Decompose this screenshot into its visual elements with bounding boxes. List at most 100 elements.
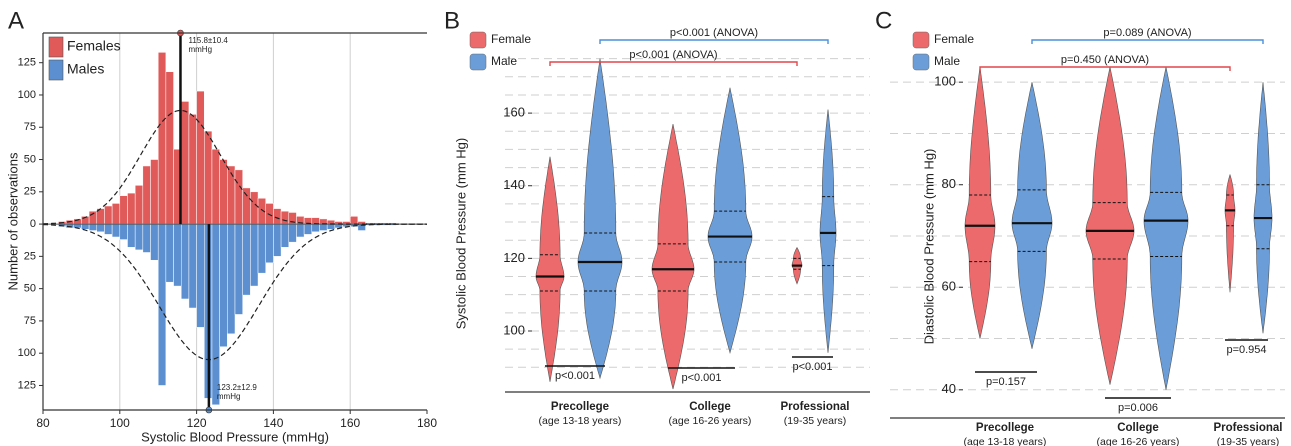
histogram-bar <box>111 203 121 225</box>
x-tick-label: 100 <box>110 416 130 430</box>
panel-letter: B <box>444 7 460 34</box>
violin-body <box>819 109 837 353</box>
histogram-bar <box>265 223 274 264</box>
anova-label: p<0.001 (ANOVA) <box>670 27 758 39</box>
y-tick-label: 75 <box>24 121 36 133</box>
y-axis-title: Systolic Blood Pressure (mm Hg) <box>453 138 468 329</box>
histogram-bar <box>273 223 282 257</box>
histogram-bar <box>227 165 236 225</box>
y-axis-title: Diastolic Blood Pressure (mm Hg) <box>921 149 936 345</box>
panel-letter: C <box>875 7 892 34</box>
histogram-bar <box>319 223 328 231</box>
category-note: (age 16-26 years) <box>669 415 752 427</box>
violin-body <box>651 123 695 390</box>
violin-body <box>1011 82 1053 349</box>
x-tick-label: 160 <box>340 416 360 430</box>
legend-swatch <box>48 36 64 58</box>
histogram-bar <box>134 185 144 225</box>
anova-label: p=0.089 (ANOVA) <box>1103 27 1191 39</box>
histogram-bar <box>157 52 167 225</box>
test-label: p=0.006 <box>1118 402 1158 414</box>
legend-swatch <box>912 53 930 71</box>
histogram-bar <box>180 223 190 300</box>
histogram-bar <box>188 223 197 309</box>
histogram-bar <box>150 159 159 225</box>
anova-bracket <box>549 61 798 66</box>
histogram-bar <box>280 223 290 248</box>
histogram-bar <box>134 223 144 251</box>
histogram-bar <box>196 223 205 328</box>
y-tick-label: 75 <box>24 315 36 327</box>
category-label: College <box>689 401 731 413</box>
histogram-bar <box>188 114 197 225</box>
histogram-bar <box>296 223 305 238</box>
histogram-bar <box>211 148 220 225</box>
panel-letter: A <box>8 7 24 34</box>
legend-swatch <box>469 31 487 49</box>
y-tick-label: 40 <box>942 381 956 396</box>
x-tick-label: 80 <box>36 416 50 430</box>
y-tick-label: 120 <box>503 250 525 265</box>
violin-body <box>1253 82 1273 334</box>
histogram-bar <box>157 223 167 386</box>
histogram-bar <box>165 223 174 283</box>
violin-body <box>535 156 565 382</box>
histogram-bar <box>204 130 213 225</box>
histogram-bar <box>234 169 243 225</box>
legend-label: Female <box>934 32 974 46</box>
histogram-bar <box>211 223 220 406</box>
violin-body <box>1143 66 1189 390</box>
histogram-bar <box>196 90 205 225</box>
histogram-bar <box>127 223 136 248</box>
histogram-bar <box>88 223 98 231</box>
legend-label: Male <box>934 54 960 68</box>
anova-label: p<0.001 (ANOVA) <box>629 49 717 61</box>
histogram-bar <box>311 223 320 233</box>
histogram-bar <box>250 223 259 287</box>
fit-label: 123.2±12.9 <box>217 383 258 392</box>
fit-curve <box>43 223 427 361</box>
histogram-bar <box>250 191 259 225</box>
histogram-bar <box>303 223 313 235</box>
histogram-bar <box>150 223 159 261</box>
legend-label: Female <box>491 32 531 46</box>
category-note: (19-35 years) <box>1217 436 1279 446</box>
category-note: (age 16-26 years) <box>1097 436 1180 446</box>
histogram-bar <box>96 223 105 233</box>
anova-label: p=0.450 (ANOVA) <box>1061 54 1149 66</box>
y-tick-label: 60 <box>942 279 956 294</box>
y-axis-title: Number of observations <box>5 152 20 291</box>
histogram-bar <box>142 165 151 225</box>
y-tick-label: 25 <box>24 186 36 198</box>
x-tick-label: 140 <box>263 416 283 430</box>
y-tick-label: 125 <box>18 379 36 391</box>
y-tick-label: 100 <box>503 322 525 337</box>
y-tick-label: 25 <box>24 250 36 262</box>
fit-label: mmHg <box>217 392 241 401</box>
legend-swatch <box>912 31 930 49</box>
x-tick-label: 120 <box>187 416 207 430</box>
y-tick-label: 50 <box>24 153 36 165</box>
test-label: p<0.001 <box>792 361 832 373</box>
y-tick-label: 100 <box>934 74 956 89</box>
violin-body <box>1224 174 1236 293</box>
anova-bracket <box>1031 39 1264 44</box>
test-label: p<0.001 <box>555 370 595 382</box>
x-axis-title: Systolic Blood Pressure (mmHg) <box>141 429 329 444</box>
legend-swatch <box>48 59 64 81</box>
histogram-bar <box>257 223 266 274</box>
histogram-bar <box>104 205 113 225</box>
histogram-bar <box>280 210 290 225</box>
legend-label: Females <box>67 38 121 54</box>
histogram-bar <box>219 159 228 225</box>
category-label: Professional <box>780 401 849 413</box>
histogram-bar <box>234 223 243 315</box>
violin-body <box>1085 66 1135 385</box>
test-label: p=0.157 <box>986 376 1026 388</box>
test-label: p<0.001 <box>681 372 721 384</box>
y-tick-label: 140 <box>503 177 525 192</box>
histogram-bar <box>273 208 282 225</box>
legend-label: Males <box>67 61 104 77</box>
histogram-bar <box>173 223 182 287</box>
